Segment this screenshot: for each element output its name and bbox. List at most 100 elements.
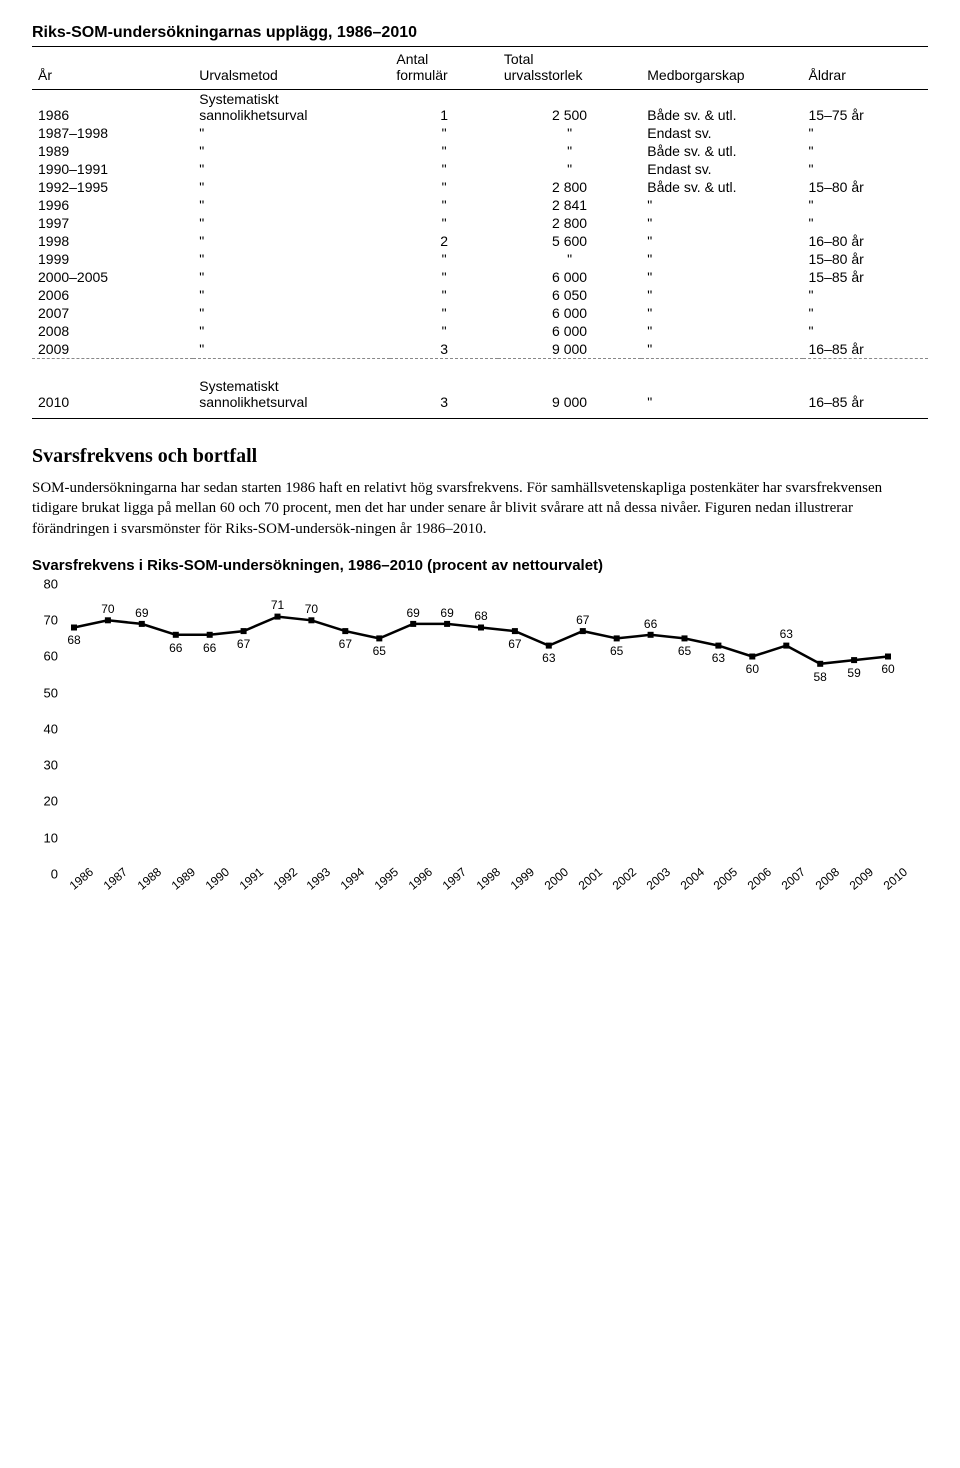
table-row: 2010Systematisktsannolikhetsurval 3 9 00… xyxy=(32,377,928,419)
th-ages: Åldrar xyxy=(803,47,928,90)
table-cell: 2009 xyxy=(32,340,193,359)
chart-marker xyxy=(851,657,857,663)
table-cell: 5 600 xyxy=(498,232,641,250)
y-tick-label: 30 xyxy=(32,758,58,773)
point-label: 65 xyxy=(610,644,623,658)
table-cell: 2 800 xyxy=(498,178,641,196)
chart-marker xyxy=(749,653,755,659)
response-rate-chart: 01020304050607080 1986198719881989199019… xyxy=(32,584,912,914)
point-label: 66 xyxy=(169,641,182,655)
point-label: 66 xyxy=(203,641,216,655)
table-row: 1999""""15–80 år xyxy=(32,250,928,268)
y-tick-label: 0 xyxy=(32,866,58,881)
table-cell: " xyxy=(498,142,641,160)
table-cell: 9 000 xyxy=(498,377,641,419)
table-cell: Både sv. & utl. xyxy=(641,178,802,196)
table-cell: " xyxy=(803,142,928,160)
point-label: 69 xyxy=(440,606,453,620)
table-cell: 6 050 xyxy=(498,286,641,304)
table-cell: 6 000 xyxy=(498,268,641,286)
chart-marker xyxy=(241,628,247,634)
th-method: Urvalsmetod xyxy=(193,47,390,90)
point-label: 70 xyxy=(305,602,318,616)
table-cell: 2 500 xyxy=(498,90,641,125)
table-cell: 2 841 xyxy=(498,196,641,214)
table-cell: " xyxy=(193,160,390,178)
table-row: 1992–1995""2 800Både sv. & utl.15–80 år xyxy=(32,178,928,196)
section-heading: Svarsfrekvens och bortfall xyxy=(32,445,928,468)
table-cell: 16–80 år xyxy=(803,232,928,250)
table-cell: 15–85 år xyxy=(803,268,928,286)
table-cell: " xyxy=(390,142,498,160)
point-label: 63 xyxy=(712,651,725,665)
table-cell: 6 000 xyxy=(498,322,641,340)
chart-svg xyxy=(66,584,896,874)
chart-marker xyxy=(410,621,416,627)
point-label: 67 xyxy=(508,637,521,651)
table-cell: " xyxy=(641,377,802,419)
point-label: 68 xyxy=(67,633,80,647)
table-row: 1989"""Både sv. & utl." xyxy=(32,142,928,160)
table-cell: " xyxy=(390,286,498,304)
table-cell: 15–75 år xyxy=(803,90,928,125)
table-row: 1990–1991"""Endast sv." xyxy=(32,160,928,178)
point-label: 67 xyxy=(576,613,589,627)
table-row: 1997""2 800"" xyxy=(32,214,928,232)
table-body: 1986Systematisktsannolikhetsurval 1 2 50… xyxy=(32,90,928,419)
table-cell: " xyxy=(193,286,390,304)
table-cell: " xyxy=(803,196,928,214)
chart-marker xyxy=(308,617,314,623)
chart-marker xyxy=(275,613,281,619)
table-cell: 3 xyxy=(390,340,498,359)
chart-marker xyxy=(207,632,213,638)
table-row: 2007""6 000"" xyxy=(32,304,928,322)
table-cell: 2010 xyxy=(32,377,193,419)
point-label: 65 xyxy=(678,644,691,658)
point-label: 65 xyxy=(373,644,386,658)
chart-title: Svarsfrekvens i Riks-SOM-undersökningen,… xyxy=(32,557,928,574)
dashed-separator xyxy=(32,359,928,378)
table-cell: " xyxy=(641,196,802,214)
table-cell: " xyxy=(193,340,390,359)
table-cell: " xyxy=(193,142,390,160)
point-label: 66 xyxy=(644,617,657,631)
table-cell: " xyxy=(193,214,390,232)
table-cell: " xyxy=(390,160,498,178)
chart-marker xyxy=(682,635,688,641)
table-cell: " xyxy=(390,304,498,322)
table-row: 1996""2 841"" xyxy=(32,196,928,214)
table-cell: 15–80 år xyxy=(803,178,928,196)
chart-marker xyxy=(648,632,654,638)
table-row: 2000–2005""6 000"15–85 år xyxy=(32,268,928,286)
table-cell: 16–85 år xyxy=(803,377,928,419)
point-label: 69 xyxy=(406,606,419,620)
y-tick-label: 50 xyxy=(32,685,58,700)
point-label: 63 xyxy=(542,651,555,665)
table-cell: " xyxy=(390,322,498,340)
table-cell: " xyxy=(390,178,498,196)
chart-marker xyxy=(139,621,145,627)
chart-line xyxy=(74,616,888,663)
chart-marker xyxy=(512,628,518,634)
table-cell: Endast sv. xyxy=(641,124,802,142)
table-row: 1987–1998"""Endast sv." xyxy=(32,124,928,142)
table-cell: 1996 xyxy=(32,196,193,214)
table-cell: " xyxy=(641,286,802,304)
chart-marker xyxy=(342,628,348,634)
table-cell: " xyxy=(498,160,641,178)
point-label: 71 xyxy=(271,598,284,612)
chart-marker xyxy=(580,628,586,634)
table-cell: " xyxy=(390,124,498,142)
table-cell: " xyxy=(803,214,928,232)
table-cell: Både sv. & utl. xyxy=(641,90,802,125)
point-label: 70 xyxy=(101,602,114,616)
point-label: 68 xyxy=(474,609,487,623)
th-size: Totalurvalsstorlek xyxy=(498,47,641,90)
table-row: 1986Systematisktsannolikhetsurval 1 2 50… xyxy=(32,90,928,125)
table-cell: 2 xyxy=(390,232,498,250)
table-cell: " xyxy=(193,304,390,322)
point-label: 60 xyxy=(746,662,759,676)
table-cell: 15–80 år xyxy=(803,250,928,268)
table-cell: " xyxy=(390,268,498,286)
chart-marker xyxy=(105,617,111,623)
